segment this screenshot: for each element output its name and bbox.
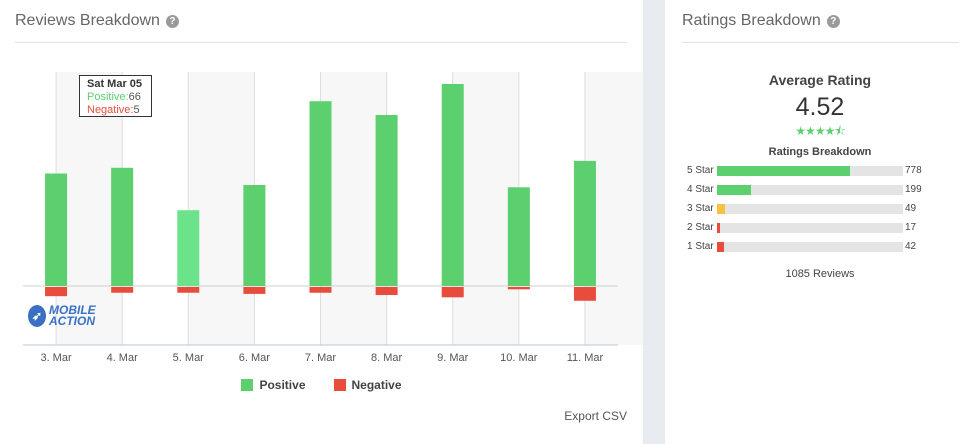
tooltip-positive-value: 66 xyxy=(128,91,141,103)
tooltip-negative-label: Negative: xyxy=(87,104,134,116)
rating-row: 1 Star 42 xyxy=(687,241,957,253)
rating-row: 4 Star 199 xyxy=(687,184,957,196)
negative-bar xyxy=(111,287,134,293)
negative-bar xyxy=(243,287,266,294)
star-rating-icon: ★★★★⯪ xyxy=(795,124,845,138)
reviews-bar-chart: 3. Mar 4. Mar 5. Mar 6. Mar 7. Mar 8. Mar 9. M… xyxy=(23,72,643,364)
legend-item-negative[interactable]: Negative xyxy=(333,378,402,392)
average-rating-label: Average Rating xyxy=(768,72,872,88)
tooltip-negative-row: Negative:5 xyxy=(87,104,151,117)
rating-row-count: 42 xyxy=(905,241,917,252)
rating-row-count: 17 xyxy=(905,222,917,233)
positive-bar xyxy=(243,185,266,286)
export-csv-link[interactable]: Export CSV xyxy=(564,409,627,423)
x-tick-label: 4. Mar xyxy=(107,352,139,364)
tooltip-positive-label: Positive: xyxy=(87,91,129,103)
negative-bar xyxy=(309,287,332,293)
negative-bar xyxy=(177,287,200,293)
title-divider xyxy=(15,42,627,43)
legend-label-positive: Positive xyxy=(259,378,306,392)
x-tick-label: 3. Mar xyxy=(40,352,72,364)
panel-divider xyxy=(643,0,665,444)
x-tick-label: 8. Mar xyxy=(371,352,403,364)
positive-bar xyxy=(309,101,332,286)
rating-bar-track xyxy=(717,223,903,233)
positive-bar xyxy=(177,210,200,286)
legend-item-positive[interactable]: Positive xyxy=(241,378,306,392)
rating-bar-fill xyxy=(717,185,752,195)
rating-row-label: 3 Star xyxy=(687,203,714,214)
chart-band xyxy=(320,72,387,345)
rating-bar-fill xyxy=(717,166,850,176)
help-icon[interactable]: ? xyxy=(826,14,840,28)
positive-bar xyxy=(375,114,398,286)
x-tick-label: 6. Mar xyxy=(239,352,271,364)
average-rating-value: 4.52 xyxy=(795,93,845,121)
positive-bar xyxy=(573,160,596,286)
negative-bar xyxy=(375,287,398,296)
negative-bar xyxy=(507,287,530,290)
rating-bar-fill xyxy=(717,242,725,252)
ratings-panel-header: Ratings Breakdown ? xyxy=(682,12,840,30)
positive-bar xyxy=(441,84,464,286)
logo-line-2: ACTION xyxy=(49,314,95,328)
rating-row: 2 Star 17 xyxy=(687,222,957,234)
chart-band xyxy=(452,72,519,345)
legend-label-negative: Negative xyxy=(351,378,402,392)
negative-bar xyxy=(573,287,596,301)
rocket-icon: ➶ xyxy=(28,305,46,327)
rating-row-label: 4 Star xyxy=(687,184,714,195)
rating-bar-track xyxy=(717,242,903,252)
chart-legend: Positive Negative xyxy=(0,378,643,392)
reviews-panel-title: Reviews Breakdown xyxy=(15,12,160,29)
chart-band xyxy=(188,72,255,345)
help-icon[interactable]: ? xyxy=(165,14,179,28)
rating-row: 3 Star 49 xyxy=(687,203,957,215)
rating-bar-track xyxy=(717,204,903,214)
rating-bar-fill xyxy=(717,223,720,233)
rating-bar-fill xyxy=(717,204,726,214)
negative-bar xyxy=(441,287,464,298)
positive-bar xyxy=(45,173,68,286)
ratings-panel-title: Ratings Breakdown xyxy=(682,12,821,29)
rating-row-count: 49 xyxy=(905,203,917,214)
positive-bar xyxy=(507,187,530,286)
ratings-breakdown-panel: Ratings Breakdown ? Average Rating 4.52 … xyxy=(665,0,975,444)
chart-tooltip: Sat Mar 05 Positive:66 Negative:5 xyxy=(79,75,152,117)
title-divider xyxy=(682,42,959,43)
rating-row: 5 Star 778 xyxy=(687,165,957,177)
tooltip-negative-value: 5 xyxy=(133,104,140,116)
rating-row-count: 778 xyxy=(905,165,922,176)
rating-row-label: 1 Star xyxy=(687,241,714,252)
rating-row-label: 5 Star xyxy=(687,165,714,176)
legend-swatch-positive xyxy=(241,379,254,391)
reviews-breakdown-panel: Reviews Breakdown ? 3. Mar 4. Mar 5. Mar 6.… xyxy=(0,12,643,423)
ratings-breakdown-subtitle: Ratings Breakdown xyxy=(768,146,872,158)
chart-band xyxy=(56,72,123,345)
negative-bar xyxy=(45,287,68,297)
rating-row-count: 199 xyxy=(905,184,922,195)
rating-bar-track xyxy=(717,166,903,176)
positive-bar xyxy=(111,167,134,286)
rating-row-label: 2 Star xyxy=(687,222,714,233)
rating-bar-track xyxy=(717,185,903,195)
tooltip-positive-row: Positive:66 xyxy=(87,91,151,104)
x-tick-label: 11. Mar xyxy=(567,352,604,364)
x-tick-label: 7. Mar xyxy=(305,352,337,364)
x-tick-label: 9. Mar xyxy=(437,352,469,364)
x-tick-label: 10. Mar xyxy=(500,352,538,364)
mobile-action-logo: ➶ MOBILE ACTION xyxy=(28,303,96,328)
logo-line-1: MOBILE xyxy=(49,303,96,317)
x-tick-label: 5. Mar xyxy=(173,352,205,364)
total-reviews: 1085 Reviews xyxy=(785,268,855,280)
legend-swatch-negative xyxy=(333,379,346,391)
tooltip-date: Sat Mar 05 xyxy=(87,78,143,90)
reviews-panel-header: Reviews Breakdown ? xyxy=(15,12,179,30)
